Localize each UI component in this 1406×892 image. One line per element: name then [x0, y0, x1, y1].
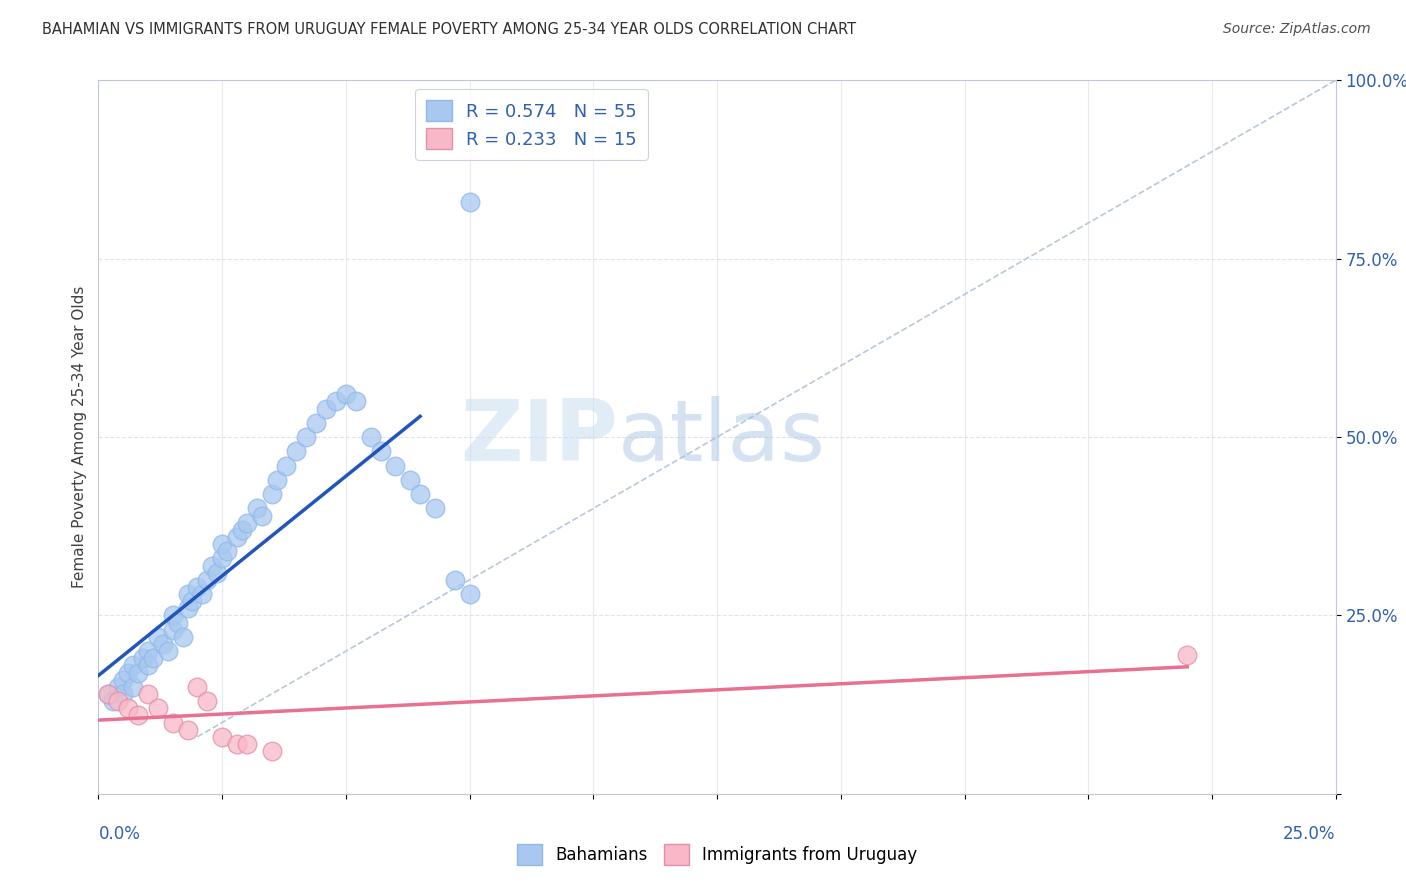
Point	[211, 551, 233, 566]
Point	[231, 523, 253, 537]
Y-axis label: Female Poverty Among 25-34 Year Olds: Female Poverty Among 25-34 Year Olds	[72, 286, 87, 588]
Text: 25.0%: 25.0%	[1284, 825, 1336, 843]
Point	[117, 701, 139, 715]
Point	[266, 473, 288, 487]
Point	[176, 601, 198, 615]
Point	[360, 430, 382, 444]
Point	[325, 394, 347, 409]
Point	[458, 194, 481, 209]
Point	[384, 458, 406, 473]
Point	[112, 687, 135, 701]
Point	[195, 694, 218, 708]
Point	[191, 587, 214, 601]
Point	[226, 530, 249, 544]
Legend: R = 0.574   N = 55, R = 0.233   N = 15: R = 0.574 N = 55, R = 0.233 N = 15	[415, 89, 648, 160]
Point	[112, 673, 135, 687]
Point	[335, 387, 357, 401]
Point	[276, 458, 298, 473]
Point	[458, 587, 481, 601]
Point	[176, 723, 198, 737]
Point	[103, 694, 125, 708]
Point	[211, 537, 233, 551]
Point	[409, 487, 432, 501]
Point	[122, 658, 145, 673]
Point	[260, 744, 283, 758]
Point	[127, 665, 149, 680]
Point	[146, 630, 169, 644]
Point	[122, 680, 145, 694]
Point	[305, 416, 328, 430]
Point	[127, 708, 149, 723]
Point	[97, 687, 120, 701]
Point	[211, 730, 233, 744]
Point	[162, 608, 184, 623]
Point	[370, 444, 392, 458]
Point	[236, 516, 259, 530]
Point	[399, 473, 422, 487]
Point	[162, 623, 184, 637]
Point	[236, 737, 259, 751]
Text: Source: ZipAtlas.com: Source: ZipAtlas.com	[1223, 22, 1371, 37]
Point	[107, 694, 129, 708]
Point	[162, 715, 184, 730]
Point	[136, 644, 159, 658]
Point	[246, 501, 269, 516]
Text: BAHAMIAN VS IMMIGRANTS FROM URUGUAY FEMALE POVERTY AMONG 25-34 YEAR OLDS CORRELA: BAHAMIAN VS IMMIGRANTS FROM URUGUAY FEMA…	[42, 22, 856, 37]
Point	[1175, 648, 1198, 662]
Point	[226, 737, 249, 751]
Point	[217, 544, 239, 558]
Point	[205, 566, 228, 580]
Point	[132, 651, 155, 665]
Point	[142, 651, 165, 665]
Point	[117, 665, 139, 680]
Point	[344, 394, 367, 409]
Point	[295, 430, 318, 444]
Point	[250, 508, 273, 523]
Point	[423, 501, 446, 516]
Point	[285, 444, 308, 458]
Point	[181, 594, 204, 608]
Text: atlas: atlas	[619, 395, 827, 479]
Point	[443, 573, 465, 587]
Point	[186, 680, 208, 694]
Point	[172, 630, 194, 644]
Point	[186, 580, 208, 594]
Point	[136, 658, 159, 673]
Point	[152, 637, 174, 651]
Point	[166, 615, 188, 630]
Point	[315, 401, 337, 416]
Point	[146, 701, 169, 715]
Point	[260, 487, 283, 501]
Point	[136, 687, 159, 701]
Point	[195, 573, 218, 587]
Text: ZIP: ZIP	[460, 395, 619, 479]
Point	[156, 644, 179, 658]
Point	[176, 587, 198, 601]
Point	[201, 558, 224, 573]
Point	[97, 687, 120, 701]
Point	[107, 680, 129, 694]
Text: 0.0%: 0.0%	[98, 825, 141, 843]
